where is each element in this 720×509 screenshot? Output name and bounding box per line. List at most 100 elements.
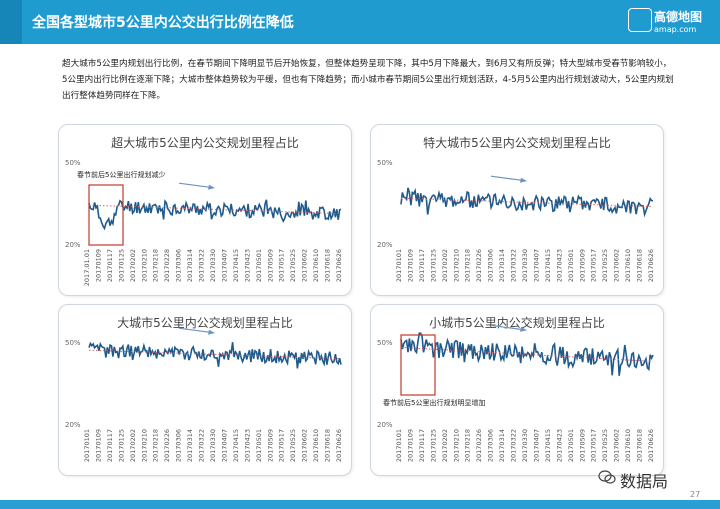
- trend-arrow-head: [520, 177, 527, 183]
- y-tick-top: 50%: [65, 159, 81, 167]
- annotation-box: [88, 184, 124, 246]
- x-tick-label: 20170509: [266, 249, 274, 282]
- x-tick-label: 20170109: [94, 429, 102, 462]
- chart-title: 小城市5公里内公交规划里程占比: [429, 315, 605, 330]
- trend-line: [88, 204, 342, 215]
- x-tick-label: 20170117: [418, 249, 426, 282]
- bottom-bar: [0, 500, 720, 509]
- x-tick-label: 20170407: [220, 429, 228, 462]
- x-tick-label: 20170602: [613, 249, 621, 282]
- y-tick-top: 50%: [377, 339, 393, 347]
- series-line: [88, 341, 342, 369]
- brand-label: 数据局: [620, 472, 669, 491]
- x-tick-label: 20170618: [324, 429, 332, 462]
- x-tick-label: 20170125: [429, 249, 437, 282]
- x-tick-label: 20170330: [209, 429, 217, 462]
- x-tick-label: 20170610: [624, 429, 632, 462]
- x-tick-label: 20170322: [198, 429, 206, 462]
- x-tick-label: 20170210: [452, 429, 460, 462]
- trend-line: [400, 197, 654, 208]
- x-tick-label: 20170125: [429, 429, 437, 462]
- wechat-icon: [598, 470, 616, 484]
- page-number: 27: [690, 490, 701, 499]
- y-tick-bottom: 20%: [377, 421, 393, 429]
- x-tick-label: 20170117: [106, 429, 114, 462]
- chart-panel-4: 小城市5公里内公交规划里程占比 50% 20% 20170101 20170109 201…: [370, 304, 664, 476]
- x-tick-label: 20170517: [590, 249, 598, 282]
- x-tick-label: 20170509: [578, 429, 586, 462]
- x-tick-label: 20170330: [521, 249, 529, 282]
- x-tick-label: 20170330: [521, 429, 529, 462]
- x-tick-label: 20170610: [312, 429, 320, 462]
- trend-arrow-head: [208, 184, 215, 190]
- x-tick-label: 20170218: [152, 429, 160, 462]
- x-tick-label: 20170626: [647, 249, 655, 282]
- annotation-text: 春节前后5公里出行规划减少: [77, 170, 165, 179]
- x-tick-label: 20170525: [601, 429, 609, 462]
- x-tick-label: 20170525: [289, 249, 297, 282]
- x-tick-label: 20170202: [441, 429, 449, 462]
- chart-title: 超大城市5公里内公交规划里程占比: [111, 135, 299, 150]
- x-tick-label: 20170322: [510, 249, 518, 282]
- x-tick-label: 20170618: [636, 429, 644, 462]
- annotation-text: 春节前后5公里出行规划明显增加: [383, 398, 485, 407]
- chart-title: 大城市5公里内公交规划里程占比: [117, 315, 293, 330]
- logo-domain: amap.com: [654, 25, 697, 34]
- x-tick-label: 20170218: [464, 429, 472, 462]
- series-line: [400, 187, 654, 218]
- x-tick-label: 20170226: [475, 249, 483, 282]
- x-tick-label: 20170125: [117, 249, 125, 282]
- x-tick-label: 20170501: [255, 429, 263, 462]
- x-tick-label: 20170415: [544, 429, 552, 462]
- x-tick-label: 20170509: [578, 249, 586, 282]
- x-tick-label: 20170306: [487, 429, 495, 462]
- trend-arrow-head: [208, 329, 215, 335]
- series-line: [88, 199, 342, 231]
- x-tick-label: 20170101: [83, 429, 91, 462]
- x-tick-label: 20170218: [152, 249, 160, 282]
- x-tick-label: 20170610: [312, 249, 320, 282]
- x-tick-label: 20170517: [590, 429, 598, 462]
- chart-panel-1: 超大城市5公里内公交规划里程占比 50% 20% 2017.01.01 20170109…: [58, 124, 352, 296]
- x-tick-label: 20170407: [532, 429, 540, 462]
- y-tick-bottom: 20%: [65, 241, 81, 249]
- x-tick-label: 20170314: [186, 429, 194, 462]
- x-tick-label: 20170218: [464, 249, 472, 282]
- x-tick-label: 20170501: [567, 429, 575, 462]
- y-tick-top: 50%: [377, 159, 393, 167]
- chart-large-city: 大城市5公里内公交规划里程占比 50% 20%20170101 20170109 201…: [65, 315, 343, 462]
- x-tick-label: 20170210: [140, 429, 148, 462]
- x-tick-label: 20170525: [289, 429, 297, 462]
- chart-panel-2: 特大城市5公里内公交规划里程占比 50% 20% 20170101 20170109 20…: [370, 124, 664, 296]
- x-tick-label: 20170501: [255, 249, 263, 282]
- chart-title: 特大城市5公里内公交规划里程占比: [423, 135, 611, 150]
- x-tick-label: 20170509: [266, 429, 274, 462]
- trend-line: [400, 346, 654, 362]
- y-tick-bottom: 20%: [65, 421, 81, 429]
- x-tick-label: 20170314: [498, 429, 506, 462]
- x-tick-label: 20170517: [278, 429, 286, 462]
- x-tick-label: 20170322: [510, 429, 518, 462]
- x-tick-label: 20170610: [624, 249, 632, 282]
- trend-line: [88, 349, 342, 360]
- trend-arrow: [178, 327, 210, 333]
- x-tick-label: 20170202: [441, 249, 449, 282]
- x-tick-label: 20170109: [94, 249, 102, 282]
- x-tick-label: 20170202: [129, 249, 137, 282]
- header-stripe: [0, 0, 22, 44]
- x-tick-label: 20170602: [613, 429, 621, 462]
- x-tick-label: 20170306: [175, 249, 183, 282]
- intro-text: 超大城市5公里内规划出行比例，在春节期间下降明显节后开始恢复，但整体趋势呈现下降…: [62, 59, 674, 101]
- x-tick-label: 20170415: [544, 249, 552, 282]
- x-tick-label: 20170626: [335, 429, 343, 462]
- x-tick-label: 20170602: [301, 249, 309, 282]
- x-tick-label: 20170226: [163, 429, 171, 462]
- x-tick-label: 20170525: [601, 249, 609, 282]
- x-tick-label: 20170626: [335, 249, 343, 282]
- annotation-box: [400, 334, 436, 396]
- x-tick-label: 20170109: [406, 249, 414, 282]
- x-tick-label: 20170306: [175, 429, 183, 462]
- page-header: 全国各型城市5公里内公交出行比例在降低 高德地图 amap.com: [0, 0, 720, 44]
- x-tick-label: 20170210: [140, 249, 148, 282]
- x-tick-label: 2017.01.01: [83, 249, 91, 286]
